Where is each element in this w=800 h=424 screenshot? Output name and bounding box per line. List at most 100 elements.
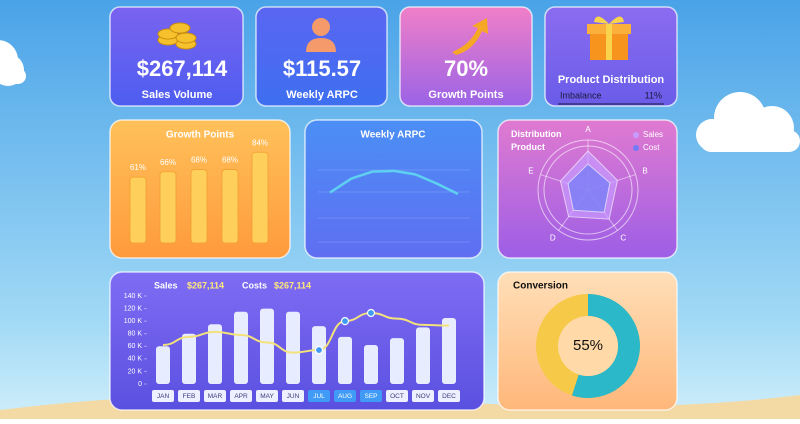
x-tick-label[interactable]: SEP xyxy=(364,393,377,400)
value-label: 61% xyxy=(130,163,146,172)
chart-title: Distribution Product xyxy=(511,129,562,152)
month-button[interactable] xyxy=(256,390,278,402)
series-total: $267,114 xyxy=(274,280,311,290)
axis-label: E xyxy=(528,167,533,176)
marker xyxy=(314,345,324,355)
bar xyxy=(312,326,326,384)
kpi-value: 11% xyxy=(645,90,662,100)
x-tick-label[interactable]: JUN xyxy=(287,393,300,400)
month-button[interactable] xyxy=(152,390,174,402)
month-button[interactable] xyxy=(412,390,434,402)
kpi-title: Product Distribution xyxy=(558,74,665,86)
x-tick-label[interactable]: DEC xyxy=(442,393,456,400)
bar xyxy=(338,336,352,384)
legend-label: Sales xyxy=(643,130,663,139)
legend-marker xyxy=(633,145,639,151)
card xyxy=(109,6,244,107)
bar xyxy=(390,338,404,384)
y-tick-label: 100 K xyxy=(124,318,143,325)
arrow-icon xyxy=(452,18,488,55)
chart-title: Weekly ARPC xyxy=(360,130,425,141)
x-tick-label[interactable]: OCT xyxy=(390,393,404,400)
bar xyxy=(190,169,208,244)
legend-marker xyxy=(633,132,639,138)
kpi-label: Growth Points xyxy=(428,89,503,101)
month-button[interactable] xyxy=(438,390,460,402)
kpi-value: $115.57 xyxy=(283,56,361,81)
bar xyxy=(129,176,147,244)
axis-label: D xyxy=(550,234,556,243)
x-tick-label[interactable]: JUL xyxy=(313,393,325,400)
x-tick-label[interactable]: JAN xyxy=(157,393,170,400)
bar xyxy=(251,151,269,244)
bar xyxy=(234,311,248,384)
y-tick-label: 140 K xyxy=(124,293,143,300)
x-tick-label[interactable]: MAY xyxy=(260,393,274,400)
chart-title: Growth Points xyxy=(166,130,235,141)
x-tick-label[interactable]: NOV xyxy=(416,393,431,400)
bar xyxy=(182,333,196,384)
bar xyxy=(159,171,177,244)
y-tick-label: 40 K xyxy=(128,356,143,363)
line xyxy=(329,169,459,196)
marker xyxy=(340,317,350,326)
month-button[interactable] xyxy=(360,390,382,402)
x-tick-label[interactable]: FEB xyxy=(183,393,196,400)
donut-segment xyxy=(571,294,640,399)
bar xyxy=(416,327,430,384)
month-button[interactable] xyxy=(308,390,330,402)
bar xyxy=(260,308,274,384)
marker xyxy=(366,308,376,318)
donut-hole xyxy=(558,316,618,376)
person-icon xyxy=(306,18,336,52)
value-label: 66% xyxy=(160,158,176,167)
radar-area xyxy=(567,163,611,213)
value-label: 84% xyxy=(252,138,268,147)
legend-label: Cost xyxy=(643,143,660,152)
axis-label: A xyxy=(585,125,591,134)
bar xyxy=(442,318,456,384)
bar xyxy=(156,346,170,384)
bar xyxy=(221,169,239,244)
x-tick-label[interactable]: AUG xyxy=(338,393,352,400)
bar xyxy=(364,345,378,384)
series-name: Sales xyxy=(154,280,178,290)
kpi-label: Weekly ARPC xyxy=(286,89,358,101)
card-texts: $267,114 Sales Volume $115.57 Weekly ARP… xyxy=(137,56,665,101)
kpi-label: Sales Volume xyxy=(142,89,213,101)
x-tick-label[interactable]: MAR xyxy=(208,393,223,400)
series-name: Costs xyxy=(242,280,267,290)
line xyxy=(162,311,450,354)
bar xyxy=(208,324,222,384)
panel xyxy=(304,119,483,259)
month-button[interactable] xyxy=(230,390,252,402)
donut-label: 55% xyxy=(573,337,603,354)
kpi-value: $267,114 xyxy=(137,56,228,81)
month-button[interactable] xyxy=(282,390,304,402)
axis-label: B xyxy=(642,167,647,176)
kpi-label: Imbalance xyxy=(560,90,602,100)
chart-title: Conversion xyxy=(513,281,568,292)
series-total: $267,114 xyxy=(187,280,224,290)
gift-icon xyxy=(587,16,631,60)
month-button[interactable] xyxy=(334,390,356,402)
y-tick-label: 80 K xyxy=(128,331,143,338)
month-button[interactable] xyxy=(178,390,200,402)
y-tick-label: 120 K xyxy=(124,305,143,312)
y-tick-label: 0 xyxy=(138,381,142,388)
month-button[interactable] xyxy=(386,390,408,402)
kpi-value: 70% xyxy=(444,56,488,81)
value-label: 68% xyxy=(222,156,238,165)
clouds xyxy=(0,40,800,152)
card xyxy=(399,6,533,107)
axis-label: C xyxy=(620,234,626,243)
coins-icon xyxy=(157,22,197,50)
y-tick-label: 20 K xyxy=(128,368,143,375)
month-button[interactable] xyxy=(204,390,226,402)
y-tick-label: 60 K xyxy=(128,343,143,350)
card xyxy=(255,6,388,107)
bar xyxy=(286,311,300,384)
x-tick-label[interactable]: APR xyxy=(234,393,248,400)
